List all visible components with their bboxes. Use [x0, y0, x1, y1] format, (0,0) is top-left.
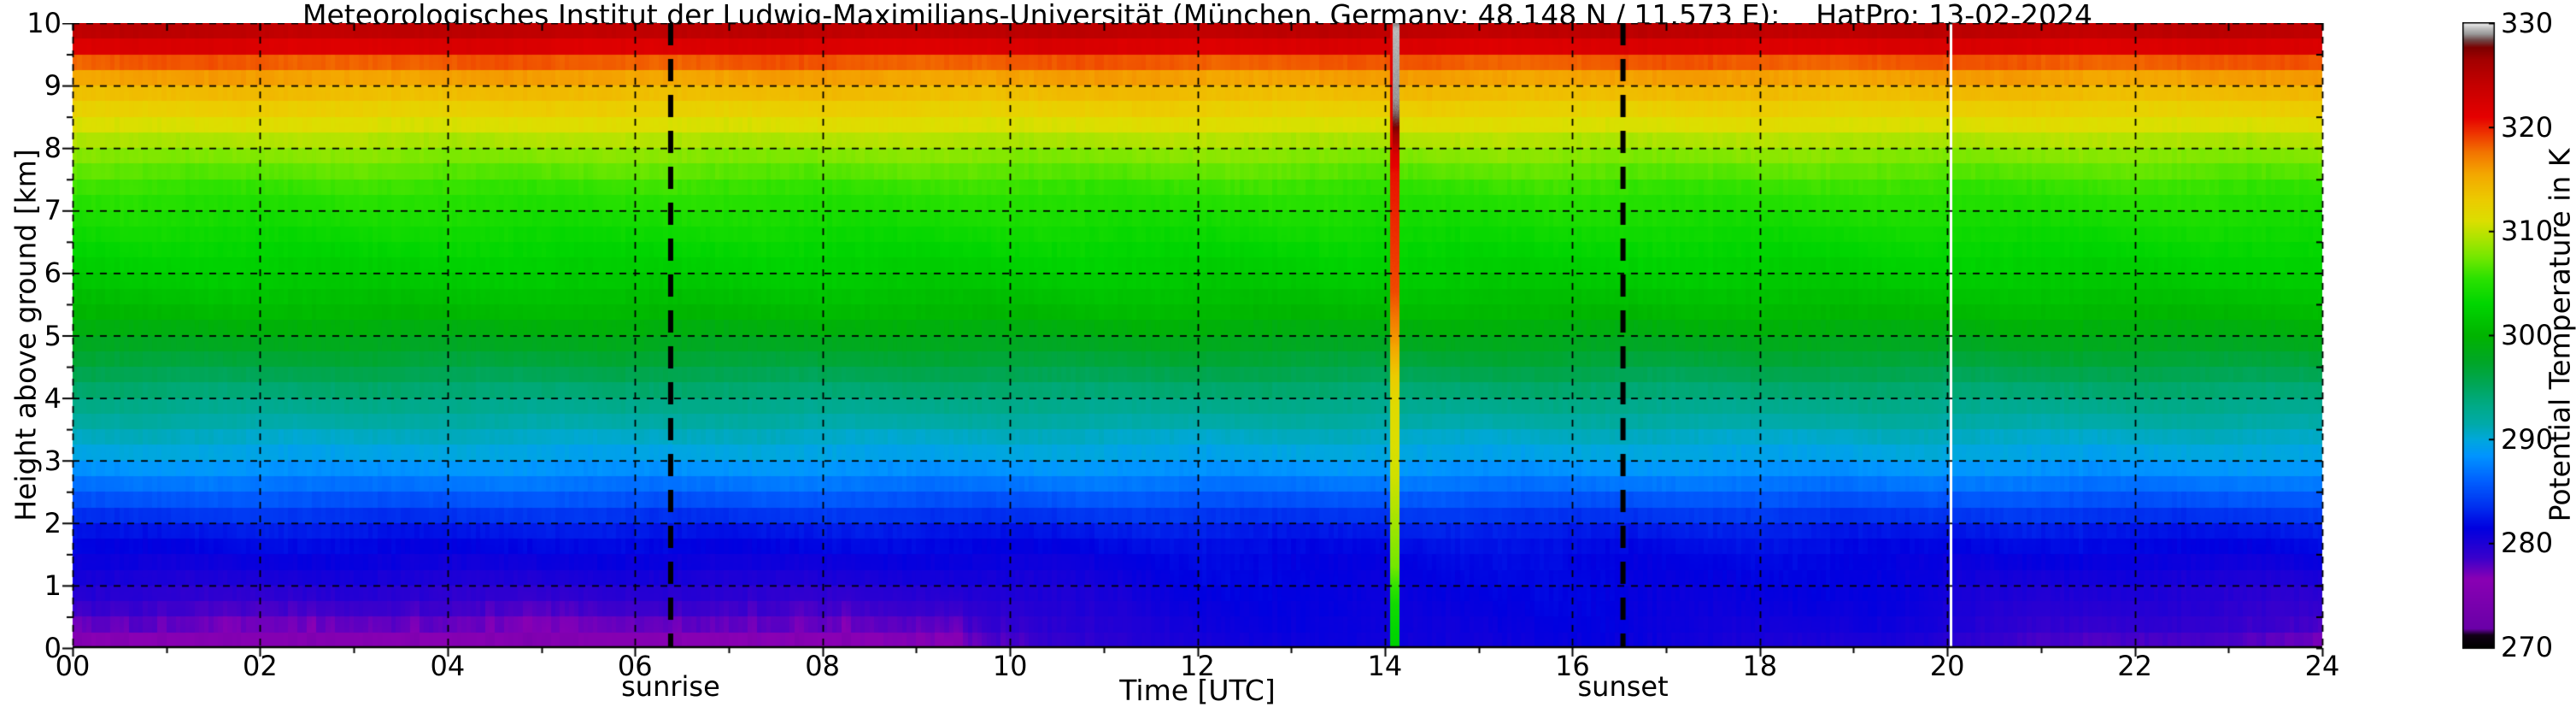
y-tick-label: 3 — [0, 445, 62, 477]
y-tick-label: 6 — [0, 256, 62, 289]
x-tick-label: 14 — [1368, 650, 1403, 682]
y-tick-label: 9 — [0, 69, 62, 102]
y-tick-label: 0 — [0, 632, 62, 664]
colorbar-tick-label: 270 — [2501, 631, 2553, 663]
y-tick-label: 7 — [0, 194, 62, 227]
x-tick-label: 22 — [2117, 650, 2152, 682]
colorbar-tick-label: 330 — [2501, 7, 2553, 39]
colorbar-tick-label: 300 — [2501, 319, 2553, 351]
x-tick-label: 24 — [2305, 650, 2340, 682]
colorbar-tick-label: 310 — [2501, 215, 2553, 247]
colorbar-tick-label: 290 — [2501, 423, 2553, 456]
y-tick-label: 8 — [0, 132, 62, 164]
colorbar — [2462, 22, 2497, 651]
y-tick-label: 5 — [0, 320, 62, 352]
colorbar-tick-label: 280 — [2501, 527, 2553, 559]
x-tick-label: 18 — [1742, 650, 1777, 682]
x-tick-label: 02 — [243, 650, 278, 682]
y-tick-label: 1 — [0, 569, 62, 602]
y-tick-label: 2 — [0, 507, 62, 539]
x-tick-label: 08 — [805, 650, 840, 682]
x-tick-label: 12 — [1180, 650, 1215, 682]
sunset-label: sunset — [1577, 670, 1668, 703]
y-tick-label: 4 — [0, 382, 62, 415]
colorbar-tick-label: 320 — [2501, 111, 2553, 144]
sunrise-label: sunrise — [621, 670, 720, 703]
y-tick-label: 10 — [0, 7, 62, 39]
x-tick-label: 10 — [993, 650, 1028, 682]
x-tick-label: 04 — [430, 650, 465, 682]
heatmap-plot — [58, 23, 2332, 661]
x-tick-label: 20 — [1930, 650, 1965, 682]
